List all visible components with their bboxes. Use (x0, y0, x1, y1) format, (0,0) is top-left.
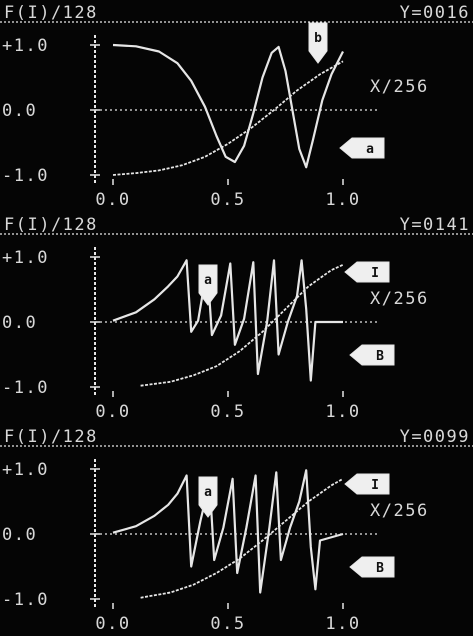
y-tick-label: +1.0 (2, 460, 49, 480)
panel-header-left: F(I)/128 (4, 3, 98, 23)
marker-shape (308, 22, 328, 64)
right-axis-label: X/256 (370, 501, 429, 521)
panel-header-right: Y=0099 (400, 427, 470, 447)
y-tick-label: 0.0 (2, 101, 37, 121)
panel-header-left: F(I)/128 (4, 215, 98, 235)
marker-shape (339, 137, 385, 159)
x-tick-label: 1.0 (325, 190, 360, 210)
y-tick-label: 0.0 (2, 313, 37, 333)
series-marker-a: a (339, 137, 385, 159)
series-line-b (112, 43, 344, 169)
right-axis-label: X/256 (370, 77, 429, 97)
marker-shape (349, 344, 395, 366)
marker-shape (349, 556, 395, 578)
right-axis-label: X/256 (370, 289, 429, 309)
chart-panel-1: F(I)/128 Y=0016 +1.0 0.0 -1.0 0.0 0.5 1.0 X/256 b… (0, 3, 473, 210)
x-tick-label: 0.5 (210, 402, 245, 422)
chart-panel-3: F(I)/128 Y=0099 +1.0 0.0 -1.0 0.0 0.5 1.0 X/256 a… (0, 427, 473, 634)
x-tick-label: 0.0 (95, 614, 130, 634)
series-line-I (140, 263, 344, 387)
series-line-a (112, 259, 343, 382)
x-tick-label: 0.5 (210, 190, 245, 210)
panel-header-right: Y=0141 (400, 215, 470, 235)
y-tick-label: -1.0 (2, 166, 49, 186)
series-marker-I: I (344, 261, 390, 283)
marker-label: a (204, 273, 212, 288)
marker-shape (198, 476, 218, 518)
series-marker-B: B (349, 556, 395, 578)
series-line-a (112, 60, 344, 176)
series-marker-B: B (349, 344, 395, 366)
series-marker-a: a (198, 476, 218, 518)
marker-label: a (204, 485, 212, 500)
marker-label: B (376, 561, 384, 576)
series-line-a (112, 469, 344, 594)
marker-label: a (366, 142, 374, 157)
marker-label: I (371, 478, 379, 493)
marker-label: I (371, 266, 379, 281)
y-tick-label: -1.0 (2, 590, 49, 610)
x-tick-label: 0.0 (95, 190, 130, 210)
y-tick-label: +1.0 (2, 248, 49, 268)
series-marker-b: b (308, 22, 328, 64)
series-marker-I: I (344, 473, 390, 495)
panel-header-right: Y=0016 (400, 3, 470, 23)
x-tick-label: 0.5 (210, 614, 245, 634)
marker-shape (344, 261, 390, 283)
marker-shape (198, 264, 218, 306)
x-tick-label: 1.0 (325, 402, 360, 422)
x-tick-label: 1.0 (325, 614, 360, 634)
y-tick-label: 0.0 (2, 525, 37, 545)
y-tick-label: +1.0 (2, 36, 49, 56)
series-line-I (140, 478, 344, 599)
chart-panel-2: F(I)/128 Y=0141 +1.0 0.0 -1.0 0.0 0.5 1.0 X/256 a… (0, 215, 473, 422)
series-marker-a: a (198, 264, 218, 306)
y-tick-label: -1.0 (2, 378, 49, 398)
marker-label: b (314, 31, 322, 46)
marker-shape (344, 473, 390, 495)
x-tick-label: 0.0 (95, 402, 130, 422)
panel-header-left: F(I)/128 (4, 427, 98, 447)
marker-label: B (376, 349, 384, 364)
